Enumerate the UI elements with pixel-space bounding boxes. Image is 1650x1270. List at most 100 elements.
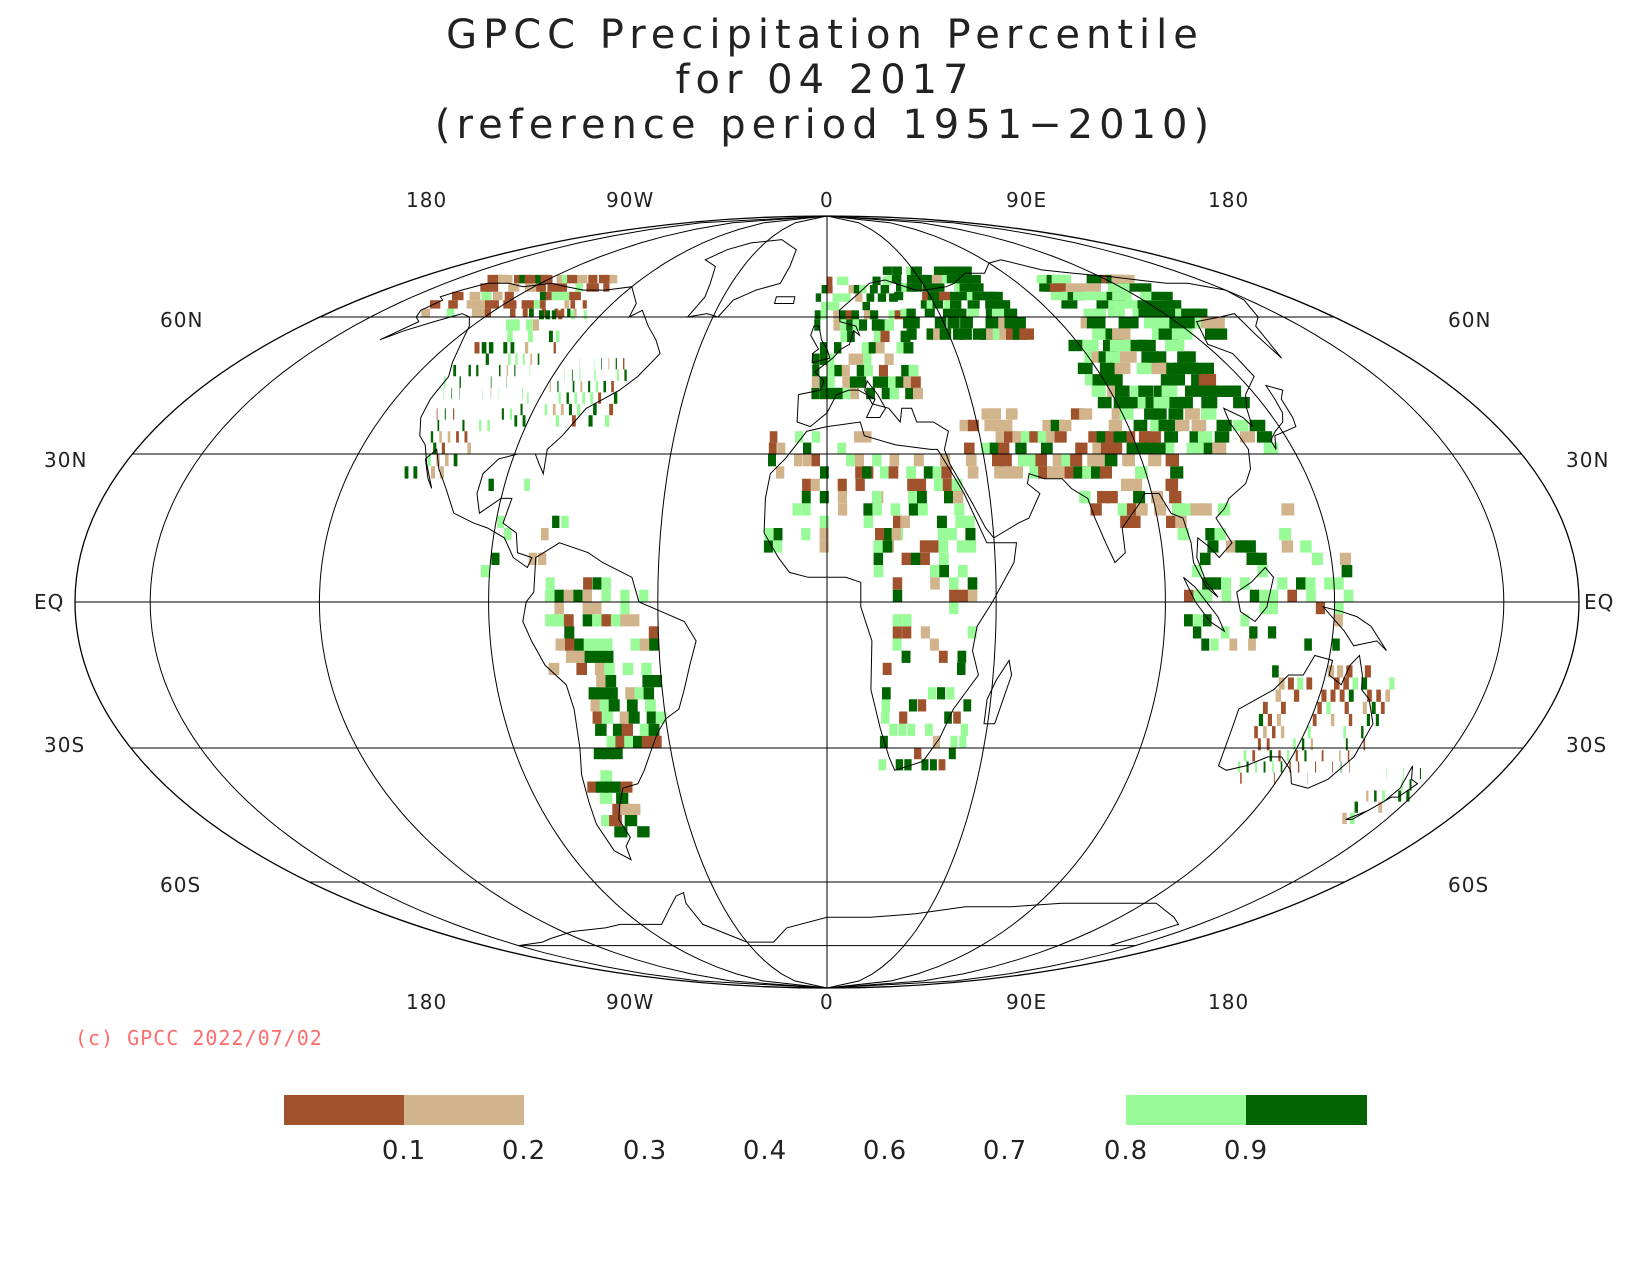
percentile-cell xyxy=(814,310,821,320)
percentile-cell xyxy=(1249,419,1266,432)
percentile-cell xyxy=(1168,408,1184,420)
percentile-cell xyxy=(611,380,614,393)
lat-label-right-30n: 30N xyxy=(1566,448,1610,472)
percentile-cell xyxy=(600,770,613,782)
percentile-cell xyxy=(933,478,945,491)
percentile-cell xyxy=(433,442,437,454)
percentile-cell xyxy=(864,364,873,377)
percentile-cell xyxy=(1012,431,1024,443)
percentile-cell xyxy=(1332,761,1333,773)
percentile-cell xyxy=(633,735,645,748)
coastline xyxy=(1345,765,1419,820)
percentile-cell xyxy=(853,285,861,294)
percentile-cell xyxy=(923,466,934,479)
percentile-cell xyxy=(520,403,523,416)
percentile-cell xyxy=(949,577,959,590)
percentile-cell xyxy=(536,283,546,292)
percentile-cell xyxy=(1304,750,1307,762)
percentile-cell xyxy=(927,687,937,700)
percentile-cell xyxy=(599,699,611,712)
percentile-cell xyxy=(601,711,613,724)
percentile-cell xyxy=(476,364,479,377)
percentile-cell xyxy=(583,577,593,590)
percentile-cell xyxy=(904,759,912,771)
percentile-cell xyxy=(439,431,442,443)
percentile-cell xyxy=(1301,738,1305,751)
colorbar-tick-0-7: 0.7 xyxy=(982,1136,1028,1166)
percentile-cell xyxy=(1197,431,1213,443)
percentile-cell xyxy=(1052,454,1065,467)
percentile-cell xyxy=(827,364,835,377)
percentile-cell xyxy=(842,276,849,285)
coastline xyxy=(1183,576,1226,633)
percentile-cell xyxy=(917,503,928,516)
percentile-cell xyxy=(908,699,918,712)
percentile-cell xyxy=(892,626,902,639)
percentile-cell xyxy=(529,364,531,377)
percentile-cell xyxy=(445,454,449,467)
percentile-cell xyxy=(1367,689,1372,702)
percentile-cell xyxy=(620,803,633,815)
title-line-2: for 04 2017 xyxy=(675,57,975,103)
meridian-line xyxy=(826,215,1505,989)
percentile-cell xyxy=(1305,577,1316,590)
percentile-cell xyxy=(1287,589,1297,602)
percentile-cell xyxy=(577,274,588,284)
percentile-cell xyxy=(595,723,607,736)
percentile-cell xyxy=(1154,503,1166,516)
percentile-cell xyxy=(958,565,968,578)
percentile-cell xyxy=(616,369,619,381)
percentile-cell xyxy=(1161,300,1182,309)
percentile-cell xyxy=(481,342,487,354)
percentile-cell xyxy=(574,638,585,651)
percentile-cell xyxy=(595,380,599,393)
percentile-cell xyxy=(1334,677,1340,690)
percentile-cell xyxy=(1216,419,1232,432)
percentile-cell xyxy=(882,540,893,553)
percentile-cell xyxy=(609,403,614,416)
percentile-cell xyxy=(906,308,916,317)
percentile-cell xyxy=(895,759,904,771)
percentile-cell xyxy=(863,353,872,365)
percentile-cell xyxy=(1107,374,1123,386)
percentile-cell xyxy=(1212,442,1227,454)
percentile-cell xyxy=(803,442,812,454)
lon-label-top-90w: 90W xyxy=(606,188,655,212)
percentile-cell xyxy=(545,589,555,602)
percentile-cell xyxy=(569,291,576,301)
percentile-cell xyxy=(1343,677,1349,690)
percentile-cell xyxy=(628,803,641,815)
percentile-cell xyxy=(1280,726,1285,739)
percentile-cell xyxy=(859,319,868,331)
percentile-cell xyxy=(565,638,576,651)
percentile-cell xyxy=(841,364,850,377)
percentile-cell xyxy=(1029,466,1041,479)
percentile-cell xyxy=(944,711,952,724)
percentile-cell xyxy=(472,308,479,317)
percentile-cell xyxy=(929,540,939,553)
percentile-cell xyxy=(1100,442,1114,454)
percentile-cell xyxy=(1138,431,1153,443)
percentile-cell xyxy=(1312,713,1317,727)
percentile-cell xyxy=(1152,408,1167,420)
percentile-cell xyxy=(490,376,492,388)
percentile-cell xyxy=(957,266,972,275)
percentile-cell xyxy=(532,319,539,331)
percentile-cell xyxy=(1345,738,1348,751)
percentile-cell xyxy=(992,419,1004,432)
percentile-cell xyxy=(1268,602,1278,615)
percentile-cell xyxy=(634,687,646,700)
percentile-cell xyxy=(544,403,548,416)
percentile-cell xyxy=(1214,431,1230,443)
percentile-cell xyxy=(911,283,923,292)
percentile-cell xyxy=(503,300,511,309)
percentile-cell xyxy=(650,735,662,748)
percentile-cell xyxy=(861,342,871,354)
percentile-cell xyxy=(1001,419,1013,432)
percentile-cell xyxy=(1107,385,1122,397)
percentile-cell xyxy=(587,781,600,793)
percentile-cell xyxy=(479,419,482,432)
percentile-cell xyxy=(776,466,785,479)
percentile-cell xyxy=(524,478,530,491)
percentile-cell xyxy=(563,291,570,301)
